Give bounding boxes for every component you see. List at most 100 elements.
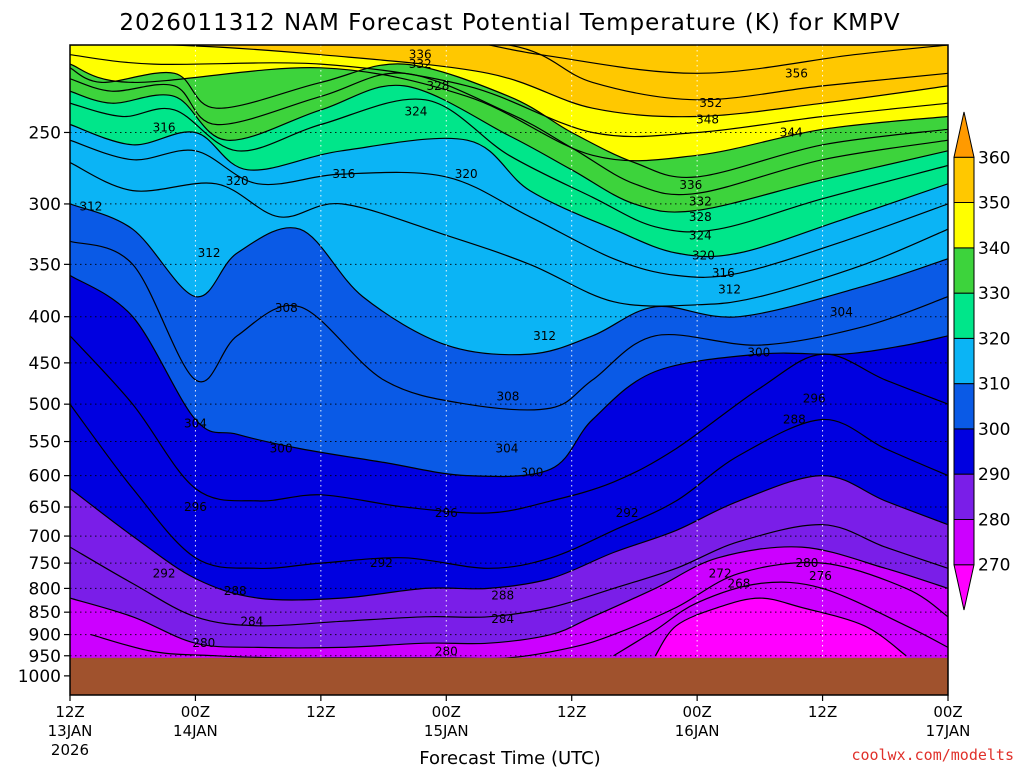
contour-label: 296 bbox=[184, 500, 207, 514]
isotherm-344 bbox=[70, 54, 948, 138]
y-tick-label: 850 bbox=[29, 603, 61, 623]
contour-label: 292 bbox=[153, 566, 176, 580]
y-tick-label: 750 bbox=[29, 554, 61, 574]
y-tick-label: 350 bbox=[29, 255, 61, 275]
y-tick-label: 700 bbox=[29, 527, 61, 547]
contour-label: 320 bbox=[226, 174, 249, 188]
isotherm-324 bbox=[70, 98, 948, 233]
y-tick-label: 450 bbox=[29, 354, 61, 374]
ground-terrain bbox=[70, 657, 948, 695]
contour-label: 272 bbox=[709, 566, 732, 580]
colorbar-segment-260 bbox=[953, 564, 975, 611]
isotherm-336 bbox=[70, 63, 948, 179]
contour-label: 268 bbox=[727, 576, 750, 590]
x-tick-year: 2026 bbox=[51, 741, 89, 759]
contour-label: 288 bbox=[783, 413, 806, 427]
contour-label: 320 bbox=[455, 167, 478, 181]
x-tick-label: 00Z bbox=[682, 703, 711, 721]
color-bar: 270 280 290 300 310 320 330 340 350 360 bbox=[953, 111, 1010, 611]
isotherm-272 bbox=[613, 581, 948, 657]
x-tick-label: 00Z bbox=[933, 703, 962, 721]
y-tick-label: 600 bbox=[29, 467, 61, 487]
colorbar-label: 340 bbox=[978, 239, 1010, 259]
contour-label: 332 bbox=[409, 57, 432, 71]
y-tick-label: 650 bbox=[29, 498, 61, 518]
colorbar-segment-320 bbox=[953, 292, 975, 339]
contour-label: 308 bbox=[275, 301, 298, 315]
contour-label: 300 bbox=[521, 465, 544, 479]
y-axis: 250 300 350 400 450 500 550 600 650 700 750 800 850 9… bbox=[18, 123, 70, 687]
contour-label: 300 bbox=[270, 442, 293, 456]
contour-label: 288 bbox=[491, 589, 514, 603]
y-tick-label: 400 bbox=[29, 308, 61, 328]
contour-label: 356 bbox=[785, 66, 808, 80]
x-tick-label: 12Z bbox=[557, 703, 586, 721]
contour-label: 336 bbox=[679, 178, 702, 192]
isotherm-348 bbox=[70, 45, 948, 118]
colorbar-segment-330 bbox=[953, 247, 975, 294]
contour-label: 284 bbox=[240, 614, 263, 628]
contour-label: 296 bbox=[435, 506, 458, 520]
isotherm-356 bbox=[486, 45, 948, 74]
isotherm-328 bbox=[70, 84, 948, 213]
contour-label: 280 bbox=[435, 645, 458, 659]
x-tick-date: 16JAN bbox=[675, 722, 720, 740]
plot-frame bbox=[69, 44, 949, 696]
x-tick-label: 12Z bbox=[808, 703, 837, 721]
colorbar-segment-340 bbox=[953, 202, 975, 249]
y-tick-label: 300 bbox=[29, 195, 61, 215]
y-tick-label: 550 bbox=[29, 433, 61, 453]
contour-label: 344 bbox=[780, 125, 803, 139]
isotherm-340 bbox=[70, 63, 948, 162]
contour-label: 300 bbox=[747, 345, 770, 359]
x-tick-label: 00Z bbox=[432, 703, 461, 721]
isotherm-296 bbox=[70, 335, 948, 514]
theta-color-bands bbox=[70, 45, 948, 695]
contour-label: 276 bbox=[809, 569, 832, 583]
isotherm-312 bbox=[70, 162, 948, 307]
x-tick-label: 00Z bbox=[181, 703, 210, 721]
contour-label: 332 bbox=[689, 194, 712, 208]
isotherm-288 bbox=[70, 474, 948, 601]
contour-label: 304 bbox=[830, 305, 853, 319]
contour-label: 320 bbox=[692, 248, 715, 262]
contour-label: 292 bbox=[616, 506, 639, 520]
x-tick-label: 12Z bbox=[55, 703, 84, 721]
contour-label: 316 bbox=[153, 121, 176, 135]
colorbar-label: 320 bbox=[978, 329, 1010, 349]
contour-label: 348 bbox=[696, 113, 719, 127]
x-axis-title: Forecast Time (UTC) bbox=[419, 748, 600, 768]
contour-label: 312 bbox=[533, 329, 556, 343]
grid-lines bbox=[70, 45, 948, 695]
isotherm-276 bbox=[90, 561, 948, 660]
contour-label: 296 bbox=[803, 392, 826, 406]
y-tick-label: 500 bbox=[29, 395, 61, 415]
colorbar-label: 330 bbox=[978, 284, 1010, 304]
y-tick-label: 1000 bbox=[18, 667, 61, 687]
x-tick-date: 13JAN bbox=[48, 722, 93, 740]
y-tick-label: 900 bbox=[29, 626, 61, 646]
chart-title: 2026011312 NAM Forecast Potential Temper… bbox=[119, 10, 900, 36]
contour-label: 288 bbox=[224, 584, 247, 598]
x-tick-label: 12Z bbox=[306, 703, 335, 721]
contour-label: 304 bbox=[184, 416, 207, 430]
isotherm-lines bbox=[70, 45, 948, 660]
colorbar-label: 280 bbox=[978, 510, 1010, 530]
isotherm-300 bbox=[70, 274, 948, 478]
contour-label: 324 bbox=[689, 228, 712, 242]
contour-label: 284 bbox=[491, 612, 514, 626]
contour-label: 280 bbox=[192, 636, 215, 650]
colorbar-label: 270 bbox=[978, 556, 1010, 576]
contour-label: 312 bbox=[79, 200, 102, 214]
isotherm-292 bbox=[70, 403, 948, 570]
colorbar-segment-270 bbox=[953, 518, 975, 566]
x-tick-date: 14JAN bbox=[173, 722, 218, 740]
colorbar-label: 290 bbox=[978, 465, 1010, 485]
contour-label: 292 bbox=[370, 556, 393, 570]
colorbar-segment-300 bbox=[953, 383, 975, 430]
isotherm-308 bbox=[70, 203, 948, 356]
